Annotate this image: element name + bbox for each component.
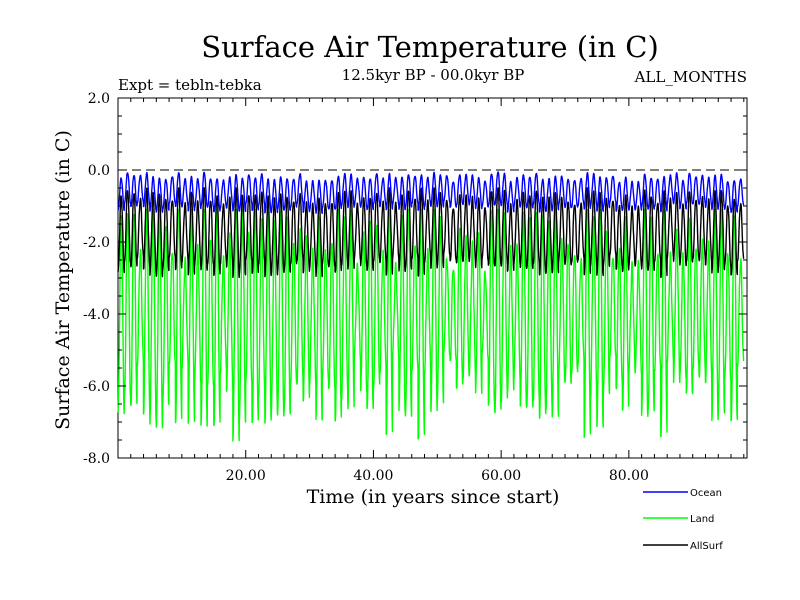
y-tick-label: -8.0 (83, 451, 110, 467)
legend: Ocean Land AllSurf (643, 488, 723, 552)
series-line-ocean (117, 171, 745, 215)
y-tick-label: -6.0 (83, 379, 110, 395)
legend-label-allsurf: AllSurf (690, 541, 723, 552)
x-tick-label: 80.00 (609, 468, 649, 484)
y-axis-label: Surface Air Temperature (in C) (52, 130, 74, 430)
y-tick-label: -2.0 (83, 235, 110, 251)
x-axis-label: Time (in years since start) (307, 486, 560, 508)
plot-area (117, 97, 748, 459)
series-line-allsurf (117, 187, 745, 279)
x-axis-ticks: 20.00 40.00 60.00 80.00 (130, 98, 745, 484)
legend-label-land: Land (690, 514, 714, 525)
x-tick-label: 40.00 (353, 468, 393, 484)
y-tick-label: 2.0 (88, 91, 110, 107)
x-tick-label: 20.00 (226, 468, 266, 484)
legend-label-ocean: Ocean (690, 488, 722, 499)
chart-subtitle: 12.5kyr BP - 00.0kyr BP (342, 66, 525, 84)
y-axis-ticks: -8.0 -6.0 -4.0 -2.0 0.0 2.0 (83, 91, 747, 467)
y-tick-label: 0.0 (88, 163, 110, 179)
experiment-label: Expt = tebln-tebka (118, 76, 262, 94)
x-tick-label: 60.00 (481, 468, 521, 484)
chart-title: Surface Air Temperature (in C) (201, 30, 659, 64)
series-line-land (117, 208, 745, 442)
y-tick-label: -4.0 (83, 307, 110, 323)
months-label: ALL_MONTHS (634, 68, 747, 86)
